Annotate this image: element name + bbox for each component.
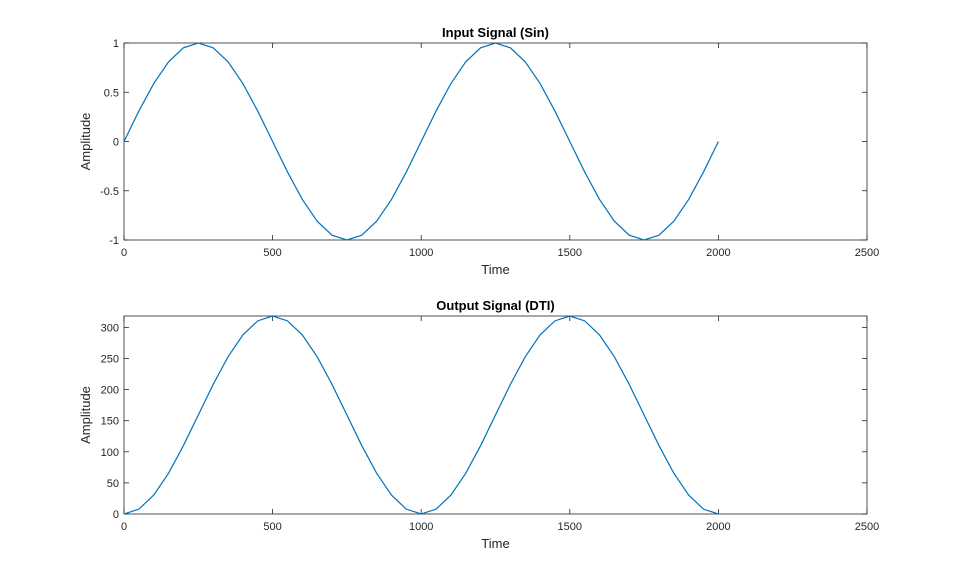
y-tick-label: 100 (101, 447, 119, 459)
y-axis-label: Amplitude (78, 113, 93, 171)
y-tick-label: -0.5 (100, 186, 119, 198)
x-tick-label: 1500 (558, 521, 582, 533)
y-tick-label: 0 (113, 509, 119, 521)
x-tick-label: 500 (263, 247, 281, 259)
y-tick-label: 200 (101, 385, 119, 397)
y-tick-label: -1 (109, 235, 119, 247)
chart-title: Output Signal (DTI) (436, 298, 554, 313)
y-tick-label: 0 (113, 137, 119, 149)
y-tick-label: 300 (101, 322, 119, 334)
x-tick-label: 2000 (706, 521, 730, 533)
x-tick-label: 0 (121, 521, 127, 533)
signal-line (123, 42, 719, 241)
x-tick-label: 2000 (706, 247, 730, 259)
chart-title: Input Signal (Sin) (442, 25, 549, 40)
x-axis-label: Time (481, 536, 509, 551)
y-tick-label: 250 (101, 353, 119, 365)
x-tick-label: 1500 (558, 247, 582, 259)
x-tick-label: 1000 (409, 521, 433, 533)
x-tick-label: 2500 (855, 521, 879, 533)
x-tick-label: 2500 (855, 247, 879, 259)
y-tick-label: 1 (113, 38, 119, 50)
x-tick-label: 0 (121, 247, 127, 259)
y-axis-label: Amplitude (78, 386, 93, 444)
x-tick-label: 1000 (409, 247, 433, 259)
x-axis-label: Time (481, 262, 509, 277)
signal-line (123, 315, 719, 515)
y-tick-label: 50 (107, 478, 119, 490)
y-tick-label: 0.5 (104, 87, 119, 99)
axes-box (123, 315, 868, 515)
x-tick-label: 500 (263, 521, 281, 533)
y-tick-label: 150 (101, 416, 119, 428)
